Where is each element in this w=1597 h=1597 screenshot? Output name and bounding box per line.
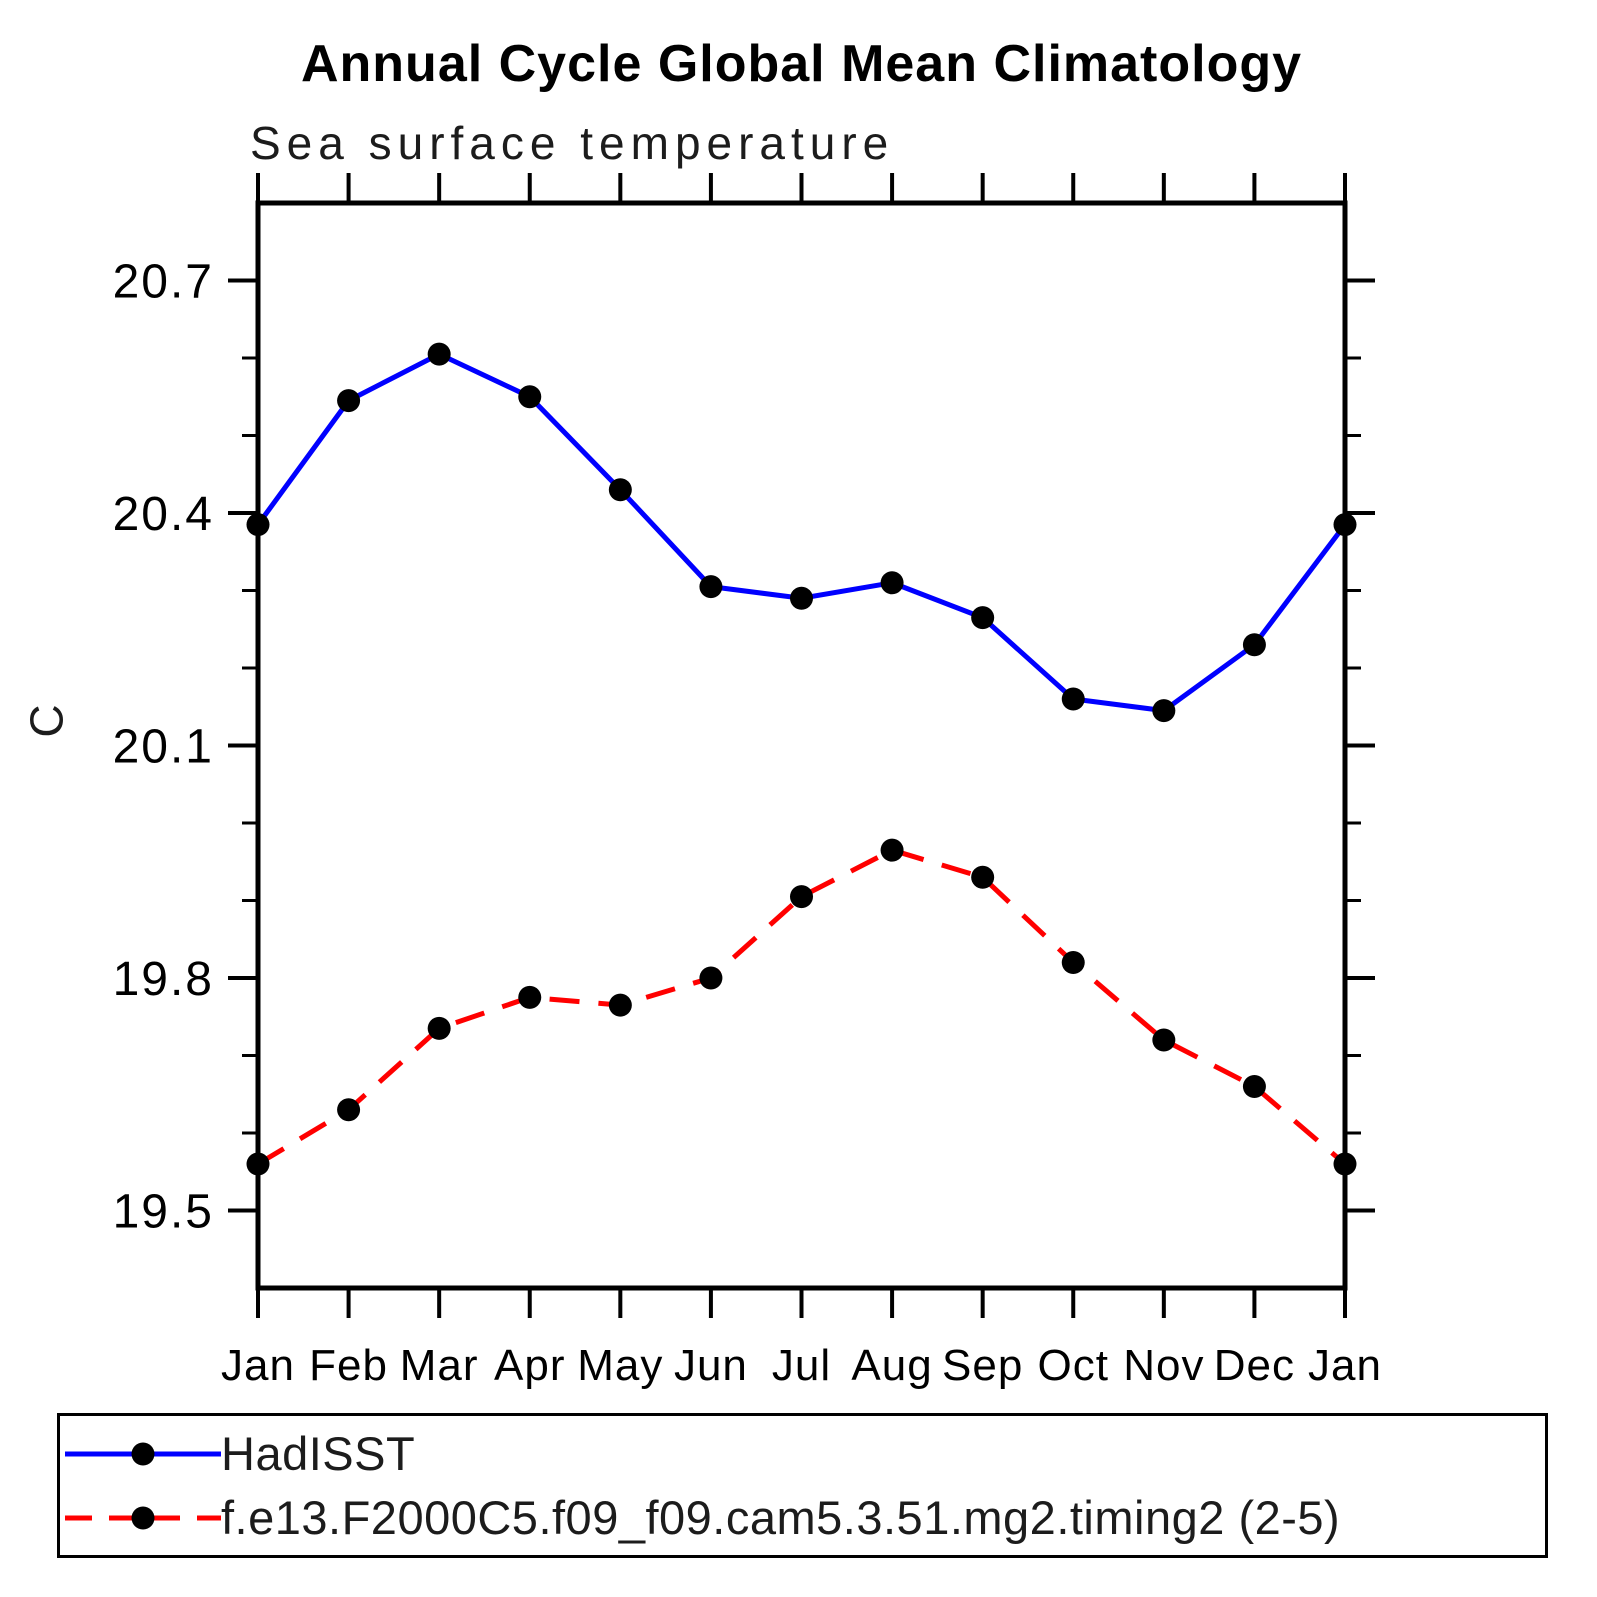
- data-point-marker-1: [1061, 951, 1085, 974]
- x-axis-label: Nov: [1123, 1341, 1204, 1390]
- x-axis-label: Jan: [221, 1341, 295, 1390]
- data-point-marker-1: [1333, 1152, 1357, 1176]
- data-point-marker-0: [518, 385, 542, 409]
- y-axis-tick-label: 19.5: [113, 1186, 214, 1239]
- data-point-marker-0: [246, 513, 270, 537]
- x-axis-label: Feb: [309, 1341, 388, 1390]
- data-point-marker-1: [608, 993, 632, 1017]
- x-axis-label: Sep: [942, 1341, 1023, 1390]
- data-point-marker-0: [1242, 633, 1266, 657]
- legend-label: HadISST: [221, 1427, 416, 1480]
- x-axis-label: Jul: [772, 1341, 831, 1390]
- data-point-marker-0: [699, 575, 723, 599]
- data-point-marker-1: [427, 1016, 451, 1040]
- data-point-marker-1: [518, 985, 542, 1009]
- chart-title: Annual Cycle Global Mean Climatology: [300, 35, 1303, 93]
- series-line-0: [255, 351, 1347, 714]
- data-point-marker-0: [1333, 513, 1357, 537]
- legend-item-hadisst: HadISST: [65, 1423, 1545, 1485]
- x-axis-label: Oct: [1038, 1341, 1109, 1390]
- chart-subtitle: Sea surface temperature: [250, 117, 895, 169]
- data-point-marker-1: [1152, 1028, 1176, 1052]
- x-axis-label: Apr: [494, 1341, 565, 1390]
- legend-swatch-solid-line: [65, 1442, 221, 1465]
- legend-marker-dot: [131, 1506, 155, 1529]
- x-axis-label: Dec: [1214, 1341, 1295, 1390]
- y-axis-tick-label: 20.4: [113, 488, 214, 541]
- x-axis-label: May: [577, 1341, 663, 1390]
- data-point-marker-0: [790, 586, 813, 610]
- data-point-marker-0: [880, 571, 904, 595]
- legend: HadISST f.e13.F2000C5.f09_f09.cam5.3.51.…: [57, 1413, 1548, 1558]
- y-axis-tick-label: 20.7: [113, 256, 214, 309]
- data-point-marker-0: [1152, 699, 1176, 723]
- data-point-marker-1: [790, 885, 813, 909]
- x-axis-label: Mar: [400, 1341, 479, 1390]
- y-axis-tick-label: 19.8: [113, 953, 214, 1006]
- x-axis-label: Jun: [674, 1341, 748, 1390]
- data-point-marker-1: [246, 1152, 270, 1176]
- data-point-marker-1: [1242, 1075, 1266, 1098]
- data-point-marker-0: [608, 478, 632, 502]
- data-point-marker-1: [699, 966, 723, 990]
- legend-item-model: f.e13.F2000C5.f09_f09.cam5.3.51.mg2.timi…: [65, 1487, 1545, 1549]
- data-point-marker-1: [337, 1098, 361, 1122]
- legend-label: f.e13.F2000C5.f09_f09.cam5.3.51.mg2.timi…: [221, 1491, 1341, 1544]
- x-axis-label: Aug: [851, 1341, 932, 1390]
- y-axis-tick-label: 20.1: [113, 721, 214, 774]
- data-point-marker-0: [427, 342, 451, 366]
- data-point-marker-1: [971, 865, 995, 889]
- legend-swatch-dashed-line: [65, 1506, 221, 1529]
- data-point-marker-0: [337, 389, 361, 413]
- data-point-marker-1: [880, 838, 904, 862]
- data-point-marker-0: [1061, 687, 1085, 711]
- legend-marker-dot: [131, 1442, 155, 1465]
- x-axis-label: Jan: [1308, 1341, 1382, 1390]
- data-point-marker-0: [971, 606, 995, 630]
